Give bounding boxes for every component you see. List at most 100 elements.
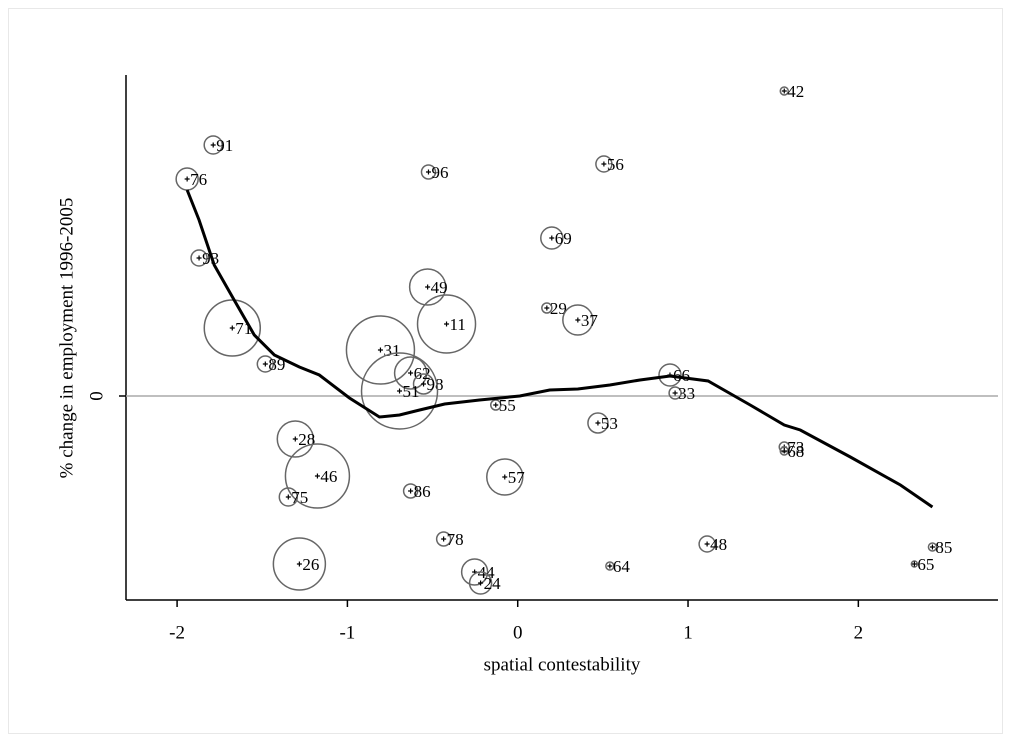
point-label: 46 [320,467,337,486]
point-label: 24 [484,574,502,593]
center-cross [425,284,431,290]
bubble [668,386,682,400]
center-cross [408,488,414,494]
bubble [562,304,594,336]
point-label: 85 [935,538,952,557]
center-cross [502,474,508,480]
bubble [489,399,502,411]
bubble [203,299,262,357]
center-cross [314,473,320,479]
bubble [190,249,208,267]
center-cross [493,402,499,408]
bubble [276,420,315,458]
center-cross [575,317,581,323]
point-label: 51 [403,382,420,401]
point-label: 76 [190,170,207,189]
bubble [927,542,938,552]
bubble [420,164,437,180]
bubble [360,352,439,430]
center-cross [397,388,403,394]
bubble [910,560,919,568]
point-label: 68 [787,442,804,461]
center-cross [441,536,447,542]
bubble [435,531,452,547]
point-label: 29 [550,299,567,318]
bubble [540,226,564,250]
point-label: 42 [787,82,804,101]
point-label: 75 [291,488,308,507]
point-label: 98 [427,375,444,394]
center-cross [196,255,202,261]
point-label: 31 [383,341,400,360]
x-tick-label: 0 [513,622,523,643]
center-cross [285,494,291,500]
center-cross [607,563,613,569]
x-tick-label: 2 [854,622,864,643]
center-cross [184,176,190,182]
center-cross [296,561,302,567]
center-cross [704,541,710,547]
point-label: 86 [414,482,431,501]
bubble [595,155,613,173]
y-axis-label: % change in employment 1996-2005 [56,198,77,479]
center-cross [595,420,601,426]
x-tick-label: -2 [169,622,185,643]
point-label: 56 [607,155,624,174]
center-cross [292,436,298,442]
bubble [278,487,299,507]
center-cross [544,305,550,311]
bubble [203,135,223,155]
bubble [605,561,615,571]
bubble [587,412,609,434]
bubble [408,268,447,306]
center-cross [408,370,414,376]
center-cross [262,361,268,367]
point-label: 65 [917,555,934,574]
frame [8,8,1003,734]
point-label: 64 [613,557,631,576]
bubble [779,446,790,456]
center-cross [781,88,787,94]
center-cross [425,169,431,175]
center-cross [549,235,555,241]
bubble [541,302,553,314]
center-cross [601,161,607,167]
center-cross [377,347,383,353]
point-label: 57 [508,468,526,487]
center-cross [478,580,484,586]
bubble [486,458,524,496]
bubble [416,294,477,354]
bubble [779,86,790,96]
center-cross [929,544,935,550]
bubble [256,355,275,373]
x-tick-label: 1 [683,622,693,643]
point-label: 91 [216,136,233,155]
center-cross [781,448,787,454]
bubble [402,483,419,499]
fit-line [185,189,934,509]
point-label: 96 [431,163,448,182]
point-label: 33 [678,384,695,403]
point-label: 49 [431,278,448,297]
point-label: 48 [710,535,727,554]
point-label: 11 [450,315,466,334]
y-tick-label: 0 [86,391,107,401]
center-cross [421,381,427,387]
point-label: 73 [787,438,804,457]
bubble [460,558,489,586]
point-label: 66 [673,366,690,385]
bubble [412,373,435,395]
bubble [393,356,428,390]
bubble [698,535,716,553]
point-label: 78 [447,530,464,549]
center-cross [444,321,450,327]
center-cross [672,390,678,396]
point-label: 69 [555,229,572,248]
x-tick-label: -1 [339,622,355,643]
x-axis-label: spatial contestability [484,654,641,675]
bubble [658,363,682,387]
center-cross [210,142,216,148]
center-cross [229,325,235,331]
